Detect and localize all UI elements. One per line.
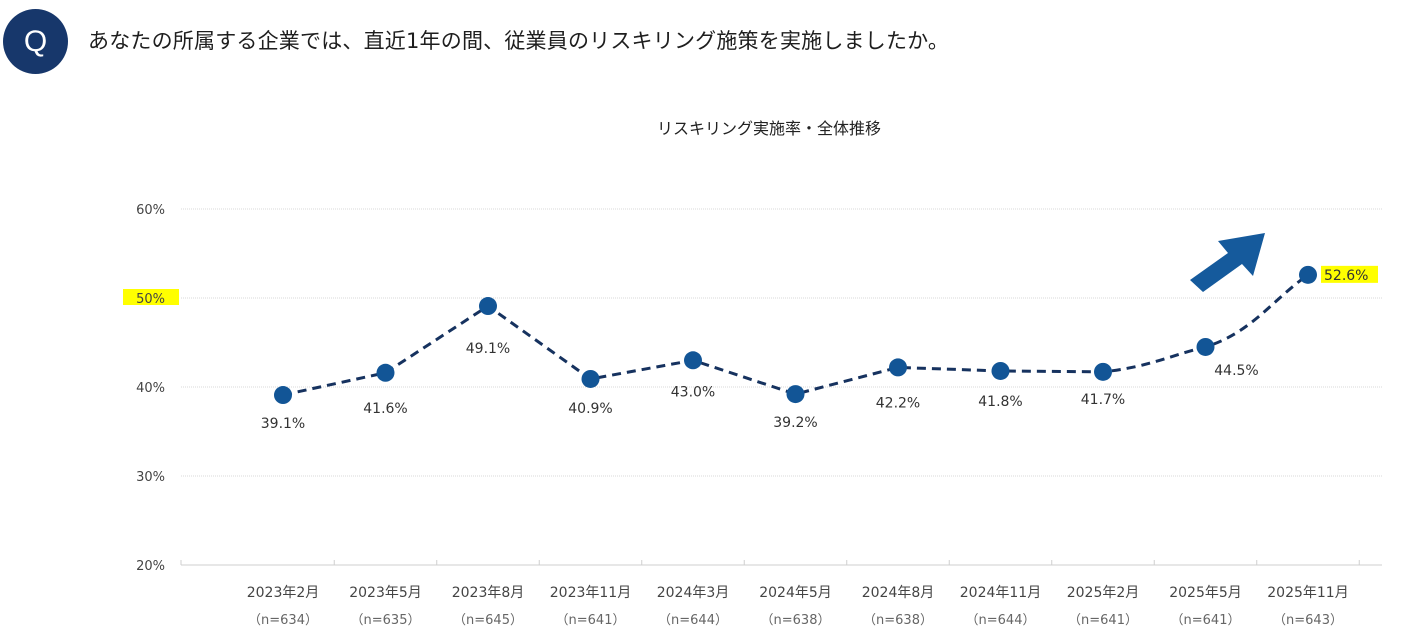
sample-size-label: （n=641） (1068, 613, 1138, 628)
y-tick-label: 40% (136, 381, 165, 396)
data-label: 43.0% (671, 384, 715, 400)
x-tick-label: 2024年3月 (657, 585, 730, 601)
x-tick-label: 2023年5月 (349, 585, 422, 601)
data-label: 41.6% (363, 401, 407, 417)
question-badge: Q (3, 9, 68, 74)
data-label: 44.5% (1214, 363, 1258, 379)
data-label: 39.1% (261, 416, 305, 432)
y-tick-label: 20% (136, 559, 165, 574)
question-text: あなたの所属する企業では、直近1年の間、従業員のリスキリング施策を実施しましたか… (88, 29, 950, 53)
sample-size-label: （n=644） (658, 613, 728, 628)
sample-size-label: （n=644） (966, 613, 1036, 628)
y-tick-highlight (123, 289, 179, 305)
data-point (479, 297, 497, 316)
data-label: 49.1% (466, 341, 510, 357)
x-tick-label: 2024年11月 (960, 585, 1041, 601)
x-tick-label: 2024年8月 (862, 585, 935, 601)
x-tick-label: 2023年2月 (247, 585, 320, 601)
question-badge-label: Q (23, 24, 48, 58)
y-tick-label: 30% (136, 470, 165, 485)
sample-size-label: （n=638） (863, 613, 933, 628)
x-tick-label: 2023年11月 (550, 585, 631, 601)
chart-title: リスキリング実施率・全体推移 (657, 119, 881, 138)
y-tick-label: 60% (136, 203, 165, 218)
sample-size-label: （n=641） (1171, 613, 1241, 628)
data-point (1299, 265, 1317, 284)
x-tick-label: 2025年5月 (1169, 585, 1242, 601)
data-labels: 39.1% 41.6% 49.1% 40.9% 43.0% 39.2% 42.2% 41.8%… (261, 265, 1378, 432)
y-tick-label: 50% (136, 292, 165, 307)
sample-size-label: （n=641） (556, 613, 626, 628)
data-point (581, 369, 600, 388)
trend-up-arrow-icon (1190, 233, 1265, 292)
data-points (274, 265, 1317, 405)
data-point (376, 363, 395, 382)
data-label: 41.8% (978, 394, 1022, 410)
data-point (889, 358, 907, 377)
x-tick-label: 2023年8月 (452, 585, 525, 601)
data-label: 52.6% (1324, 268, 1368, 284)
sample-size-label: （n=643） (1273, 613, 1343, 628)
sample-size-label: （n=635） (351, 613, 421, 628)
data-point (991, 361, 1010, 380)
sample-size-label: （n=638） (761, 613, 831, 628)
data-label: 42.2% (876, 395, 920, 411)
x-tick-label: 2024年5月 (759, 585, 832, 601)
data-point (1196, 337, 1215, 356)
data-point (684, 351, 702, 370)
data-label: 39.2% (773, 415, 817, 431)
data-point (274, 386, 292, 405)
sample-size-label: （n=634） (248, 613, 318, 628)
data-point (786, 385, 805, 404)
x-tick-label: 2025年11月 (1267, 585, 1348, 601)
series-line (282, 273, 1309, 397)
x-axis: 2023年2月 （n=634） 2023年5月 （n=635） 2023年8月 （n=64… (180, 560, 1382, 628)
data-label-highlight (1321, 265, 1378, 283)
gridlines (181, 208, 1382, 477)
data-point (1094, 362, 1112, 381)
sample-size-label: （n=645） (453, 613, 523, 628)
annotations (1190, 233, 1265, 292)
series-line-path (282, 273, 1309, 397)
x-tick-label: 2025年2月 (1067, 585, 1140, 601)
data-label: 40.9% (568, 401, 612, 417)
y-axis: 60% 50% 40% 30% 20% (123, 203, 179, 574)
data-label: 41.7% (1081, 392, 1125, 408)
